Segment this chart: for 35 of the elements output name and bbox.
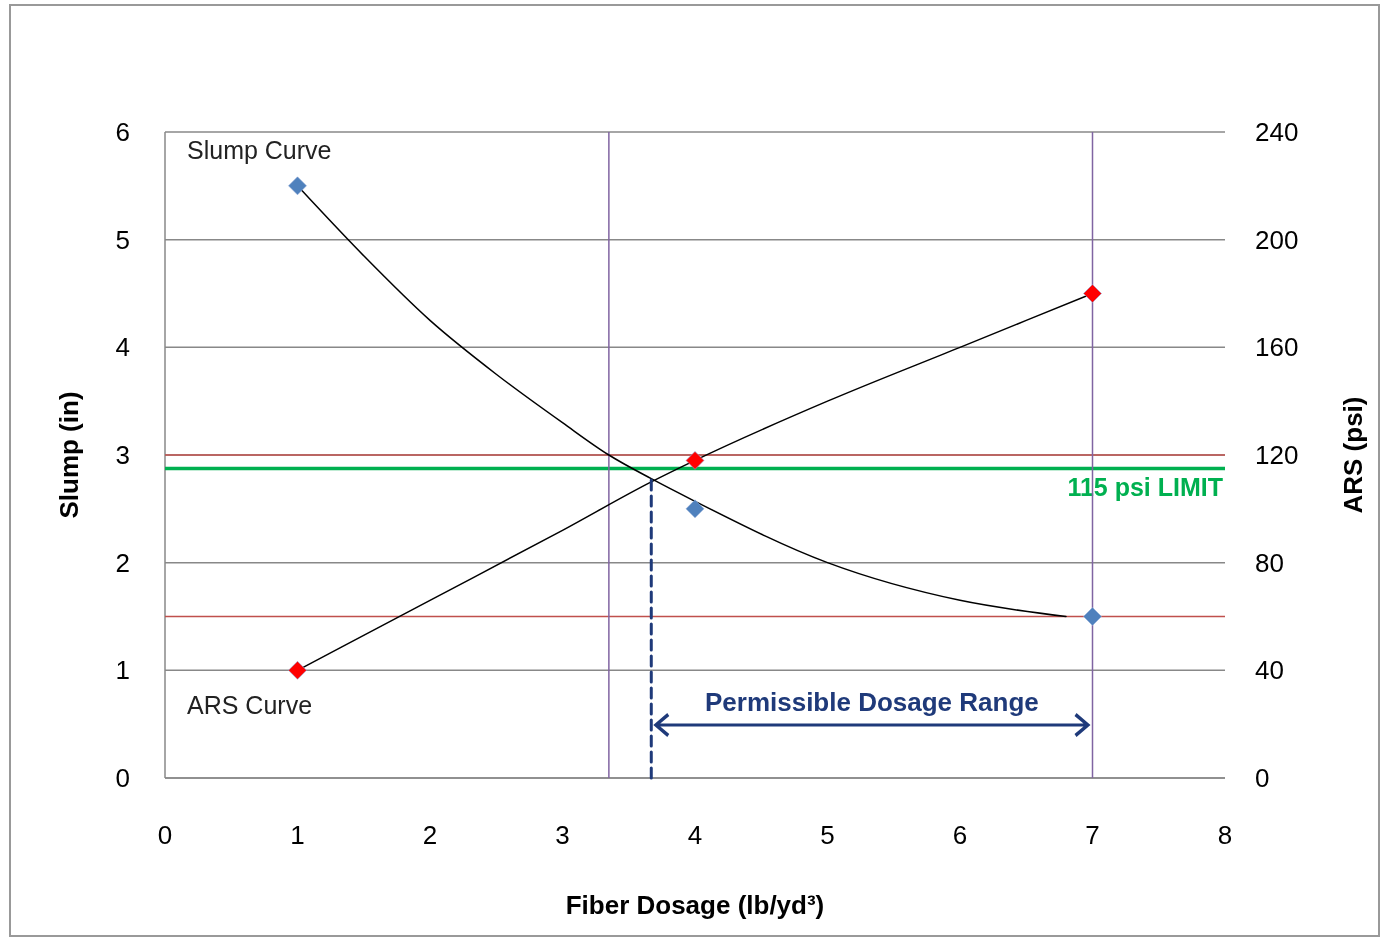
x-tick-label: 6 (952, 820, 968, 850)
x-tick-label: 8 (1217, 820, 1233, 850)
point (685, 499, 705, 519)
x-tick-label: 4 (687, 820, 703, 850)
x-tick-label: 0 (157, 820, 173, 850)
point (288, 661, 307, 680)
y2-tick-label: 40 (1255, 655, 1284, 686)
x-tick-label: 7 (1085, 820, 1100, 850)
y2-tick-label: 240 (1255, 117, 1299, 147)
annotation: Slump Curve (187, 136, 332, 164)
y2-tick-label: 160 (1255, 332, 1299, 363)
y-tick-label: 6 (115, 117, 130, 147)
x-axis-title: Fiber Dosage (lb/yd³) (565, 890, 825, 920)
y2-tick-label: 80 (1255, 547, 1284, 578)
x-tick-label: 2 (422, 820, 438, 850)
y2-tick-label: 200 (1255, 224, 1299, 255)
point (685, 451, 705, 470)
y-tick-label: 5 (115, 224, 130, 255)
point (1083, 607, 1102, 626)
y-tick-label: 4 (115, 332, 130, 363)
y-tick-label: 3 (115, 440, 130, 470)
annotation: ARS Curve (187, 691, 313, 719)
y-tick-label: 0 (115, 763, 130, 793)
y2-axis-title: ARS (psi) (1338, 396, 1368, 514)
y-axis-title: Slump (in) (54, 391, 84, 519)
point (288, 176, 307, 196)
annotation: Permissible Dosage Range (704, 687, 1039, 717)
y2-tick-label: 120 (1255, 440, 1299, 470)
y-tick-label: 1 (115, 655, 130, 686)
y-tick-label: 2 (115, 547, 130, 578)
y2-tick-label: 0 (1255, 763, 1270, 793)
x-tick-label: 3 (555, 820, 570, 850)
x-tick-label: 5 (820, 820, 835, 850)
point (1083, 284, 1102, 303)
x-tick-label: 1 (290, 820, 305, 850)
